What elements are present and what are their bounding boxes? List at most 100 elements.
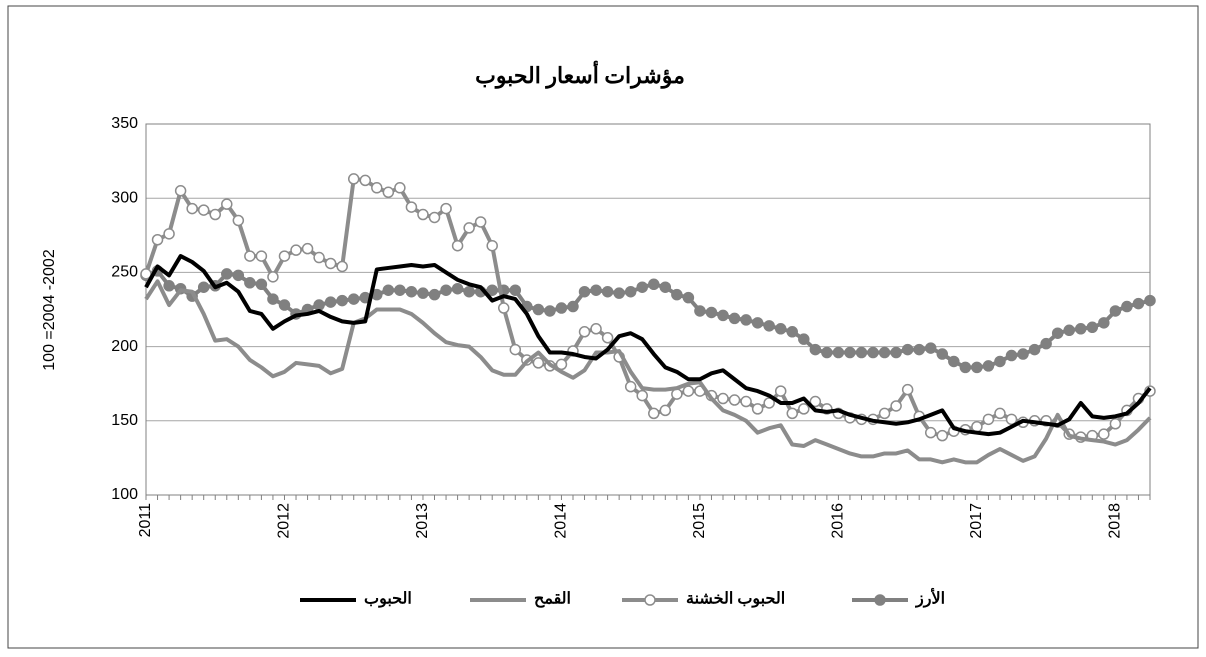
series-marker bbox=[740, 314, 752, 326]
series-marker bbox=[774, 323, 787, 335]
series-marker bbox=[347, 173, 360, 185]
series-marker bbox=[428, 288, 441, 301]
series-marker bbox=[417, 287, 429, 299]
series-marker bbox=[648, 278, 660, 291]
series-marker bbox=[913, 343, 925, 356]
series-marker bbox=[798, 333, 810, 345]
series-marker bbox=[267, 271, 279, 283]
chart-title: مؤشرات أسعار الحبوب bbox=[475, 60, 685, 89]
series-marker bbox=[1098, 317, 1110, 329]
series-marker bbox=[209, 208, 221, 221]
series-marker bbox=[890, 400, 902, 412]
y-tick-label: 150 bbox=[111, 412, 138, 429]
series-marker bbox=[555, 358, 568, 371]
series-marker bbox=[451, 282, 464, 295]
series-marker bbox=[636, 389, 648, 402]
x-tick-label: 2013 bbox=[414, 503, 431, 539]
series-marker bbox=[313, 299, 325, 311]
series-marker bbox=[486, 239, 498, 252]
series-marker bbox=[809, 343, 822, 356]
series-marker bbox=[440, 202, 452, 215]
series-marker bbox=[959, 361, 972, 374]
series-marker bbox=[1132, 297, 1145, 310]
series-marker bbox=[809, 395, 822, 408]
series-marker bbox=[163, 280, 175, 292]
series-marker bbox=[532, 303, 545, 316]
series-marker bbox=[486, 284, 498, 296]
series-marker bbox=[694, 305, 706, 317]
series-marker bbox=[1017, 348, 1029, 360]
series-line bbox=[144, 254, 1152, 437]
legend-label: الحبوب bbox=[364, 591, 412, 609]
series-marker bbox=[578, 285, 591, 298]
x-tick-label: 2017 bbox=[968, 503, 985, 539]
series-marker bbox=[221, 198, 233, 210]
series-marker bbox=[1005, 413, 1018, 426]
series-marker bbox=[1075, 323, 1087, 335]
y-tick-label: 100 bbox=[111, 486, 138, 503]
series-marker bbox=[994, 355, 1006, 368]
series-marker bbox=[878, 346, 891, 359]
series-marker bbox=[336, 260, 348, 273]
series-marker bbox=[244, 277, 256, 289]
series-line bbox=[144, 279, 1152, 465]
x-tick-label: 2012 bbox=[276, 503, 293, 539]
series-marker bbox=[324, 257, 337, 270]
series-marker bbox=[451, 239, 464, 252]
x-tick-label: 2014 bbox=[553, 503, 570, 539]
series-marker bbox=[924, 342, 937, 354]
series-marker bbox=[890, 346, 902, 359]
legend-label: القمح bbox=[534, 591, 571, 609]
series-marker bbox=[717, 392, 729, 405]
series-marker bbox=[671, 288, 683, 301]
series-marker bbox=[232, 269, 245, 282]
series-marker bbox=[763, 320, 775, 332]
series-marker bbox=[382, 186, 395, 199]
series-marker bbox=[555, 302, 568, 314]
series-marker bbox=[255, 278, 268, 291]
y-axis-label: 100 =2004 -2002 bbox=[41, 249, 58, 371]
series-marker bbox=[163, 228, 175, 240]
chart-border bbox=[7, 5, 1199, 649]
series-marker bbox=[371, 182, 383, 194]
series-marker bbox=[659, 281, 672, 293]
series-marker bbox=[1086, 321, 1099, 334]
series-marker bbox=[798, 403, 810, 415]
series-marker bbox=[347, 293, 360, 305]
series-marker bbox=[682, 385, 695, 397]
series-marker bbox=[255, 250, 268, 262]
series-marker bbox=[624, 285, 637, 298]
series-marker bbox=[1098, 428, 1110, 440]
series-marker bbox=[497, 302, 510, 314]
series-marker bbox=[324, 296, 337, 308]
series-marker bbox=[301, 242, 314, 255]
series-marker bbox=[971, 361, 983, 374]
x-tick-label: 2016 bbox=[830, 503, 847, 539]
series-marker bbox=[774, 385, 787, 397]
series-marker bbox=[1109, 418, 1122, 430]
series-marker bbox=[982, 360, 995, 372]
series-marker bbox=[186, 202, 198, 215]
series-marker bbox=[509, 343, 522, 356]
series-marker bbox=[1005, 349, 1018, 362]
series-marker bbox=[636, 281, 648, 293]
legend-marker bbox=[644, 594, 656, 606]
series-marker bbox=[924, 426, 937, 439]
series-marker bbox=[982, 413, 995, 426]
series-marker bbox=[936, 348, 949, 360]
series-marker bbox=[832, 346, 845, 359]
series-marker bbox=[382, 284, 395, 296]
series-marker bbox=[717, 309, 729, 322]
series-marker bbox=[151, 234, 164, 246]
series-marker bbox=[474, 216, 487, 228]
series-marker bbox=[578, 326, 591, 338]
series-marker bbox=[394, 182, 406, 194]
series-marker bbox=[728, 312, 741, 325]
series-marker bbox=[244, 250, 256, 262]
series-marker bbox=[278, 299, 291, 311]
series-marker bbox=[1051, 327, 1064, 339]
series-marker bbox=[786, 326, 799, 338]
series-marker bbox=[613, 287, 625, 299]
series-marker bbox=[509, 284, 522, 296]
